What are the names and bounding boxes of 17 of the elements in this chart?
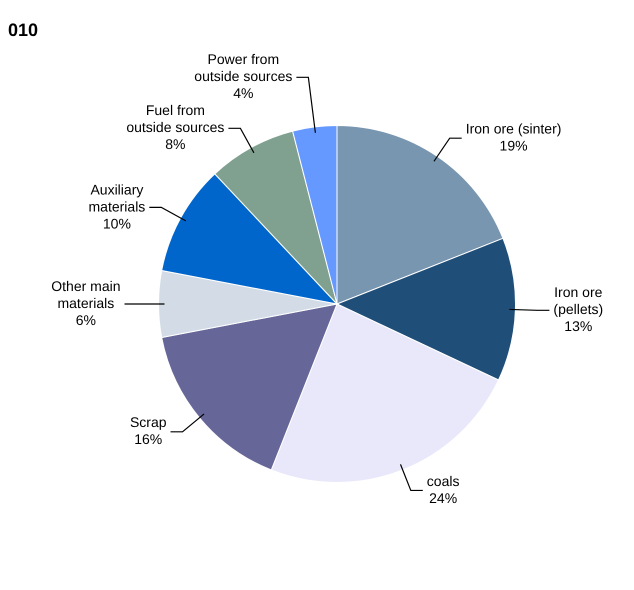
data-label: 10% (102, 215, 131, 232)
data-label: 16% (134, 431, 162, 448)
data-label: 13% (564, 318, 592, 334)
slice-label: Power from outside sources (194, 51, 292, 84)
slice-label: Auxiliary materials (88, 181, 146, 214)
data-label: 24% (429, 490, 458, 506)
data-label: 6% (76, 312, 96, 328)
data-label: 4% (233, 85, 254, 102)
chart-title: 010 (8, 20, 38, 40)
slice-label: Iron ore (sinter) (466, 120, 562, 137)
slice-label: coals (426, 472, 460, 489)
data-label: 8% (165, 136, 186, 152)
slice-label: Iron ore (pellets) (553, 284, 604, 318)
slice-label: Fuel from outside sources (126, 102, 224, 136)
slice-label: Scrap (130, 414, 167, 430)
data-label: 19% (500, 138, 528, 154)
slice-label: Other main materials (51, 278, 120, 311)
